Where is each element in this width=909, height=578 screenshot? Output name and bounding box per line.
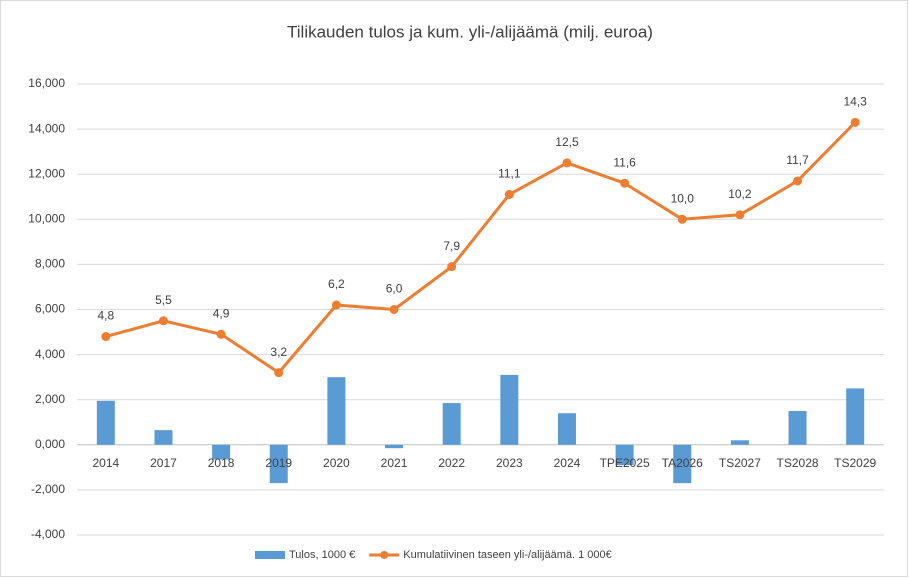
bar	[500, 374, 519, 445]
y-tick-label: 0,000	[35, 437, 65, 451]
line	[105, 121, 857, 375]
y-tick-label: 2,000	[35, 392, 65, 406]
x-tick-label: 2018	[208, 456, 235, 470]
line-point	[274, 368, 284, 378]
bar	[154, 430, 173, 445]
y-tick-label: 4,000	[35, 347, 65, 361]
x-tick-label: 2021	[381, 456, 408, 470]
line-point	[389, 305, 399, 314]
data-label: 5,5	[155, 293, 172, 307]
y-tick-label: 12,000	[28, 166, 65, 180]
legend-label: Tulos, 1000 €	[289, 549, 355, 561]
y-tick-label: 10,000	[28, 211, 65, 225]
legend-label: Kumulatiivinen taseen yli-/alijäämä. 1 0…	[403, 549, 612, 561]
data-label: 11,7	[786, 153, 809, 167]
data-label: 4,8	[97, 309, 114, 323]
line-point	[447, 262, 457, 272]
y-tick-label: -2,000	[31, 482, 65, 496]
line-point	[562, 158, 572, 168]
bar	[327, 377, 346, 445]
line-point	[677, 214, 687, 224]
x-tick-label: 2022	[438, 456, 465, 470]
x-tick-label: TS2028	[777, 456, 819, 470]
line-point	[850, 117, 860, 127]
x-tick-label: 2019	[265, 456, 292, 470]
bar	[557, 413, 576, 445]
line-point	[793, 176, 803, 186]
x-tick-label: 2014	[92, 456, 119, 470]
bar	[212, 444, 231, 460]
data-label: 10,0	[671, 191, 695, 205]
bar	[615, 444, 634, 466]
data-label: 14,3	[843, 95, 867, 109]
x-tick-label: TPE2025	[600, 456, 650, 470]
x-tick-label: 2017	[150, 456, 177, 470]
line-point	[735, 210, 745, 220]
bar	[673, 444, 692, 484]
line-point	[158, 316, 168, 326]
x-tick-label: 2020	[323, 456, 350, 470]
bar	[730, 440, 749, 445]
chart-title: Tilikauden tulos ja kum. yli-/alijäämä (…	[287, 22, 653, 41]
data-label: 6,0	[386, 282, 403, 296]
y-tick-label: 6,000	[35, 302, 65, 316]
legend-swatch	[380, 551, 389, 559]
line-point	[216, 329, 226, 339]
y-tick-label: 14,000	[28, 121, 65, 135]
data-label: 10,2	[728, 187, 752, 201]
data-label: 12,5	[555, 135, 579, 149]
line-point	[620, 178, 630, 188]
legend-swatch	[255, 551, 285, 559]
data-label: 6,2	[328, 277, 345, 291]
bar	[788, 410, 807, 445]
line-point	[331, 300, 341, 310]
bar	[442, 403, 461, 445]
bar	[385, 444, 404, 449]
x-tick-label: 2024	[554, 456, 581, 470]
bar	[846, 388, 865, 445]
data-label: 11,6	[613, 155, 636, 169]
data-label: 3,2	[270, 345, 287, 359]
y-tick-label: -4,000	[31, 527, 65, 541]
data-label: 7,9	[443, 239, 460, 253]
y-tick-label: 8,000	[35, 257, 65, 271]
y-tick-label: 16,000	[28, 76, 65, 90]
data-label: 11,1	[498, 167, 521, 181]
x-tick-label: TS2029	[834, 456, 876, 470]
x-tick-label: 2023	[496, 456, 523, 470]
bar	[269, 444, 288, 484]
line-point	[504, 189, 514, 199]
x-tick-label: TS2027	[719, 456, 761, 470]
data-label: 4,9	[213, 306, 230, 320]
bar	[96, 400, 115, 445]
line-point	[101, 332, 111, 342]
x-tick-label: TA2026	[662, 456, 703, 470]
